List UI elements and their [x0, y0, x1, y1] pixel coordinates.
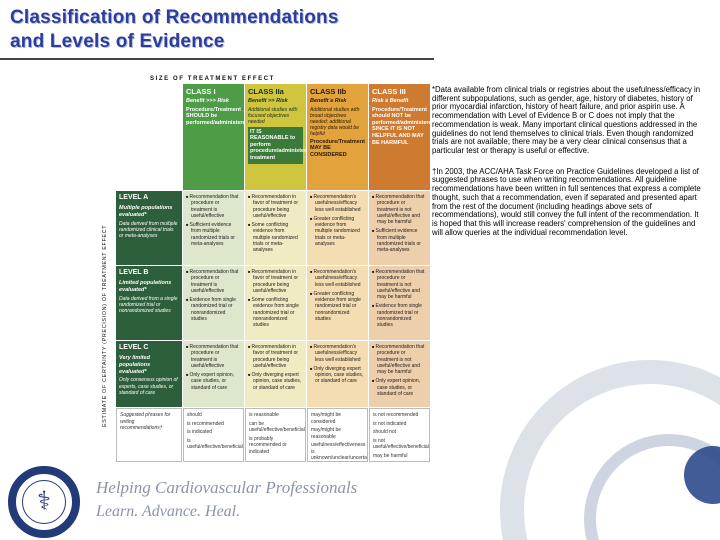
class-i-header: CLASS I Benefit >>> Risk Procedure/Treat… — [183, 84, 244, 190]
cell-class-iib-level-b: Recommendation's usefulness/efficacy les… — [307, 266, 368, 340]
phrases-class-iib: may/might be considered may/might be reas… — [307, 408, 368, 462]
level-b-title: LEVEL B — [119, 269, 149, 276]
cell-class-i-level-b: Recommendation that procedure or treatme… — [183, 266, 244, 340]
level-b-header: LEVEL B Limited populations evaluated* D… — [116, 266, 182, 340]
level-c-detail: Only consensus opinion of experts, case … — [119, 377, 178, 396]
class-i-benefit: Benefit >>> Risk — [186, 98, 229, 104]
class-iii-action: Procedure/Treatment should NOT be perfor… — [372, 106, 430, 146]
tagline-line2: Learn. Advance. Heal. — [96, 503, 241, 520]
tagline-line1: Helping Cardiovascular Professionals — [96, 478, 358, 497]
class-iib-header: CLASS IIb Benefit ≥ Risk Additional stud… — [307, 84, 368, 190]
class-i-action: Procedure/Treatment SHOULD be performed/… — [186, 106, 244, 126]
cell-class-iii-level-b: Recommendation that procedure or treatme… — [369, 266, 430, 340]
cell-class-iia-level-c: Recommendation in favor of treatment or … — [245, 341, 306, 407]
level-a-header: LEVEL A Multiple populations evaluated* … — [116, 191, 182, 265]
cor-loe-matrix: CLASS I Benefit >>> Risk Procedure/Treat… — [116, 84, 430, 462]
acc-logo: ⚕ — [8, 466, 80, 538]
class-iii-header: CLASS III Risk ≥ Benefit Procedure/Treat… — [369, 84, 430, 190]
level-a-title: LEVEL A — [119, 194, 149, 201]
footnote-suggested-phrases: †In 2003, the ACC/AHA Task Force on Prac… — [432, 166, 701, 237]
size-of-treatment-effect-label: SIZE OF TREATMENT EFFECT — [150, 76, 275, 82]
class-iia-action: IT IS REASONABLE to perform procedure/ad… — [248, 126, 306, 164]
cell-class-iib-level-c: Recommendation's usefulness/efficacy les… — [307, 341, 368, 407]
class-i-title: CLASS I — [186, 87, 216, 96]
level-c-title: LEVEL C — [119, 344, 149, 351]
tagline: Helping Cardiovascular Professionals Lea… — [96, 478, 357, 521]
cell-class-iii-level-a: Recommendation that procedure or treatme… — [369, 191, 430, 265]
page-title: Classification of Recommendations and Le… — [10, 6, 339, 54]
page-title-line1: Classification of Recommendations — [10, 7, 339, 28]
cell-class-iia-level-a: Recommendation in favor of treatment or … — [245, 191, 306, 265]
class-iia-header: CLASS IIa Benefit >> Risk Additional stu… — [245, 84, 306, 190]
cell-class-iii-level-c: Recommendation that procedure or treatme… — [369, 341, 430, 407]
cell-class-iia-level-b: Recommendation in favor of treatment or … — [245, 266, 306, 340]
matrix-corner — [116, 84, 182, 190]
class-iib-benefit: Benefit ≥ Risk — [310, 98, 347, 104]
cell-class-i-level-a: Recommendation that procedure or treatme… — [183, 191, 244, 265]
suggested-phrases-label: Suggested phrases for writing recommenda… — [116, 408, 182, 462]
cell-class-iib-level-a: Recommendation's usefulness/efficacy les… — [307, 191, 368, 265]
level-b-sublabel: Limited populations evaluated* — [119, 279, 172, 293]
footnote-data-availability: *Data available from clinical trials or … — [432, 85, 701, 156]
cell-class-i-level-c: Recommendation that procedure or treatme… — [183, 341, 244, 407]
level-c-sublabel: Very limited populations evaluated* — [119, 354, 151, 375]
class-iib-title: CLASS IIb — [310, 87, 347, 96]
level-a-sublabel: Multiple populations evaluated* — [119, 204, 173, 218]
estimate-of-certainty-label: ESTIMATE OF CERTAINTY (PRECISION) OF TRE… — [102, 224, 108, 428]
caduceus-icon: ⚕ — [36, 485, 52, 516]
acc-logo-inner-ring — [22, 480, 66, 524]
class-iia-title: CLASS IIa — [248, 87, 284, 96]
class-iib-action: Procedure/Treatment MAY BE CONSIDERED — [310, 138, 366, 158]
class-iii-title: CLASS III — [372, 87, 406, 96]
acc-logo-ring: ⚕ — [8, 466, 80, 538]
phrases-class-i: should is recommended is indicated is usefu… — [183, 408, 244, 462]
class-iia-benefit: Benefit >> Risk — [248, 98, 288, 104]
level-a-detail: Data derived from multiple randomized cl… — [119, 220, 178, 240]
class-iib-note: Additional studies with broad objectives… — [310, 106, 360, 137]
class-iia-note: Additional studies with focused objectiv… — [248, 106, 298, 125]
class-iii-benefit: Risk ≥ Benefit — [372, 98, 409, 104]
footnotes-text: *Data available from clinical trials or … — [432, 85, 706, 238]
title-underline — [0, 58, 434, 60]
level-b-detail: Data derived from a single randomized tr… — [119, 295, 178, 315]
level-c-header: LEVEL C Very limited populations evaluat… — [116, 341, 182, 407]
phrases-class-iii: is not recommended is not indicated should… — [369, 408, 430, 462]
phrases-class-iia: is reasonable can be useful/effective/ben… — [245, 408, 306, 462]
page-title-line2: and Levels of Evidence — [10, 31, 225, 52]
